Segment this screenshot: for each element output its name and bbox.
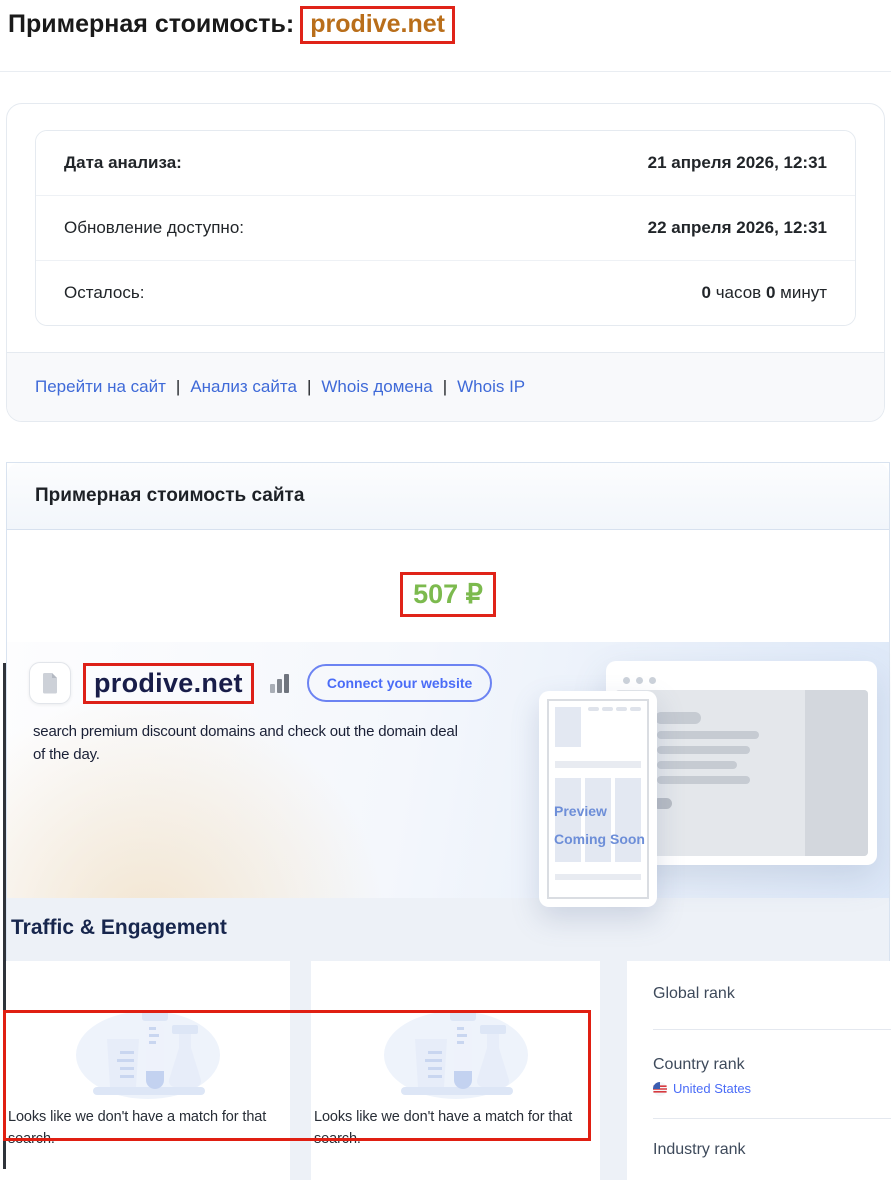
row-analysis-date: Дата анализа: 21 апреля 2026, 12:31 (36, 131, 855, 195)
update-available-label: Обновление доступно: (64, 218, 245, 237)
annotation-left-line (3, 663, 6, 1169)
traffic-card-left: Looks like we don't have a match for tha… (5, 961, 290, 1180)
connect-website-button[interactable]: Connect your website (306, 664, 493, 702)
row-update-available: Обновление доступно: 22 апреля 2026, 12:… (36, 195, 855, 260)
link-site-analysis[interactable]: Анализ сайта (190, 377, 297, 396)
window-dots (615, 670, 868, 690)
analysis-date-value: 21 апреля 2026, 12:31 (647, 153, 827, 172)
browser-skeleton (615, 690, 868, 856)
country-rank-row: Country rank United States – (653, 1056, 891, 1096)
site-description: search premium discount domains and chec… (33, 723, 458, 764)
remaining-label: Осталось: (64, 283, 145, 302)
widget-domain-text: prodive.net (94, 667, 243, 698)
widget-domain-annotation-box: prodive.net (83, 662, 254, 704)
skeleton-sidebar (805, 690, 868, 856)
page-icon (29, 662, 71, 704)
estimate-body: 507 ₽ (7, 530, 889, 642)
us-flag-icon (653, 1081, 667, 1096)
link-goto-site[interactable]: Перейти на сайт (35, 377, 166, 396)
country-rank-label: Country rank (653, 1056, 745, 1073)
annotation-no-match-box (3, 1010, 591, 1141)
preview-coming-soon-label: Preview Coming Soon (554, 803, 645, 847)
bar-chart-icon (269, 673, 289, 693)
widget-hero: prodive.net Connect your website search … (7, 642, 889, 907)
page-title-text: Примерная стоимость: (8, 10, 295, 38)
remaining-hours: 0 (701, 283, 711, 302)
industry-rank-row: Industry rank – (653, 1141, 891, 1159)
price-value: 507 ₽ (413, 579, 483, 609)
traffic-engagement-section: Traffic & Engagement (3, 898, 891, 1180)
similarweb-widget: prodive.net Connect your website search … (3, 642, 891, 1180)
page-title: Примерная стоимость: prodive.net (8, 6, 891, 44)
traffic-card-middle: Looks like we don't have a match for tha… (311, 961, 600, 1180)
global-rank-label: Global rank (653, 985, 735, 1002)
country-name[interactable]: United States (673, 1081, 752, 1096)
link-separator: | (306, 377, 312, 396)
link-separator: | (175, 377, 181, 396)
remaining-hours-word: часов (715, 283, 762, 302)
analysis-table: Дата анализа: 21 апреля 2026, 12:31 Обно… (35, 130, 856, 326)
global-rank-row: Global rank – (653, 985, 891, 1003)
estimate-heading: Примерная стоимость сайта (7, 463, 889, 530)
divider (653, 1118, 891, 1119)
rank-panel: Global rank – Country rank (627, 961, 891, 1180)
update-available-value: 22 апреля 2026, 12:31 (647, 218, 827, 237)
preview-mockup: Preview Coming Soon (539, 691, 657, 907)
remaining-value: 0 часов 0 минут (702, 283, 828, 303)
remaining-minutes-word: минут (780, 283, 827, 302)
analysis-date-label: Дата анализа: (64, 153, 182, 172)
traffic-engagement-heading: Traffic & Engagement (11, 916, 227, 939)
industry-rank-label: Industry rank (653, 1141, 746, 1158)
analysis-card: Дата анализа: 21 апреля 2026, 12:31 Обно… (6, 103, 885, 422)
remaining-minutes: 0 (765, 283, 776, 302)
estimate-card: Примерная стоимость сайта 507 ₽ prodive.… (3, 462, 891, 1180)
divider (0, 71, 891, 72)
lab-glassware-illustration (75, 1010, 220, 1099)
divider (653, 1029, 891, 1030)
quick-links: Перейти на сайт | Анализ сайта | Whois домен… (7, 352, 884, 421)
link-whois-ip[interactable]: Whois IP (457, 377, 526, 396)
price-annotation-box: 507 ₽ (400, 572, 496, 617)
domain-text: prodive.net (310, 10, 445, 38)
row-remaining: Осталось: 0 часов 0 минут (36, 260, 855, 325)
domain-annotation-box: prodive.net (300, 6, 455, 44)
link-whois-domain[interactable]: Whois домена (321, 377, 433, 396)
link-separator: | (442, 377, 448, 396)
widget-header-row: prodive.net Connect your website (29, 662, 493, 704)
